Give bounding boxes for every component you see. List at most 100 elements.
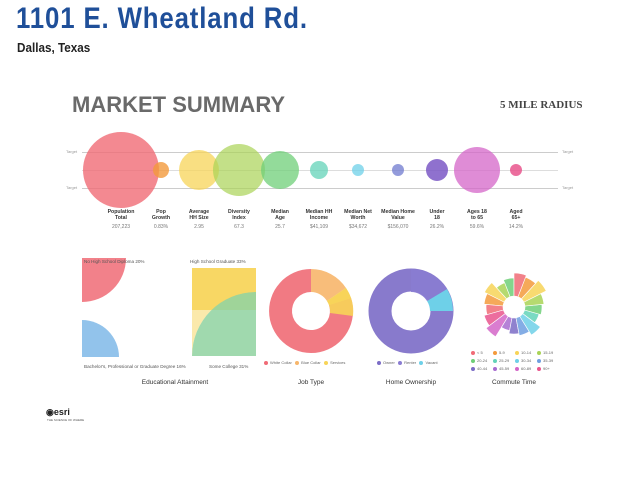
commute-legend-dot-6 [515, 358, 519, 363]
edu-bachelors-shape [82, 320, 119, 357]
commute-segment-3 [523, 293, 545, 307]
bubble-under-18 [426, 159, 448, 181]
commute-segment-6 [519, 313, 541, 336]
bubble-hh-income [310, 161, 328, 179]
commute-legend-item-7: 35-39 [537, 358, 553, 363]
commute-segment-2 [520, 279, 547, 303]
edu-bachelors-label: Bachelor's, Professional or Graduate Deg… [84, 364, 186, 369]
metric-label-2: Average HH Size [188, 209, 210, 221]
commute-legend-dot-1 [493, 350, 497, 355]
target-label-right-top: Target [562, 149, 574, 154]
edu-title: Educational Attainment [141, 379, 209, 386]
commute-legend-item-11: 90+ [537, 366, 550, 371]
home-title: Home Ownership [385, 379, 437, 386]
commute-legend-dot-9 [493, 366, 497, 371]
commute-legend-text-8: 40-44 [477, 366, 488, 371]
commute-legend-item-10: 60-89 [515, 366, 531, 371]
commute-legend-item-2: 10-14 [515, 350, 531, 355]
commute-legend-text-9: 45-59 [499, 366, 510, 371]
bubble-home-value [392, 164, 404, 176]
legend-owner: Owner [383, 360, 395, 365]
commute-legend-dot-4 [471, 358, 475, 363]
metric-value-8: 26.2% [429, 224, 445, 230]
metric-label-4: Median Age [271, 209, 289, 221]
bubble-ages-18-65 [454, 147, 500, 193]
esri-tagline: THE SCIENCE OF WHERE [47, 418, 85, 422]
commute-legend-text-10: 60-89 [521, 366, 532, 371]
legend-dot-vacant [419, 360, 424, 365]
esri-logo-text: esri [53, 407, 70, 417]
market-summary-title: MARKET SUMMARY [72, 92, 286, 117]
bubble-net-worth [352, 164, 364, 176]
legend-white-collar: White Collar [270, 360, 292, 365]
commute-legend-item-3: 15-19 [537, 350, 553, 355]
edu-no-hs-label: No High School Diploma 20% [84, 259, 145, 264]
commute-segment-7 [515, 315, 530, 336]
commute-legend-text-11: 90+ [543, 366, 550, 371]
metric-value-5: $41,109 [309, 224, 329, 230]
metric-label-6: Median Net Worth [344, 209, 372, 221]
commute-legend-dot-3 [537, 350, 541, 355]
edu-no-hs-shape [82, 258, 126, 302]
target-label-left-bottom: Target [66, 185, 78, 190]
metric-value-3: 67.3 [234, 224, 244, 230]
metric-label-0: Population Total [107, 209, 135, 221]
metric-label-9: Ages 18 to 65 [467, 209, 487, 221]
commute-legend-dot-5 [493, 358, 497, 363]
commute-legend-text-0: < 5 [477, 350, 483, 355]
metric-label-8: Under 18 [429, 209, 445, 221]
metric-value-10: 14.2% [508, 224, 524, 230]
bubble-median-age [261, 151, 299, 189]
metric-value-1: 0.83% [153, 224, 169, 230]
commute-legend-text-6: 30-34 [521, 358, 532, 363]
legend-dot-services [324, 360, 329, 365]
commute-legend-text-5: 25-29 [499, 358, 510, 363]
edu-some-college-label: Some College 31% [209, 364, 249, 369]
commute-segment-9 [500, 315, 513, 331]
bubble-population [83, 132, 159, 208]
metric-value-7: $156,070 [387, 224, 409, 230]
bubble-diversity [213, 144, 265, 196]
metric-value-4: 25.7 [275, 224, 285, 230]
legend-dot-renter [398, 360, 403, 365]
edu-hs-grad-label: High School Graduate 33% [190, 259, 246, 264]
commute-legend-item-5: 25-29 [493, 358, 509, 363]
commute-legend-item-6: 30-34 [515, 358, 531, 363]
home-vacant [427, 289, 454, 311]
metric-value-2: 2.95 [194, 224, 204, 230]
job-white-collar [269, 269, 354, 353]
commute-segment-15 [496, 282, 511, 300]
commute-legend-dot-8 [471, 366, 475, 371]
commute-legend-item-4: 20-24 [471, 358, 487, 363]
metric-label-3: Diversity Index [228, 209, 250, 221]
commute-legend-text-1: 5-9 [499, 350, 505, 355]
commute-legend-item-0: < 5 [471, 350, 483, 355]
property-city: Dallas, Texas [17, 40, 91, 55]
commute-segment-12 [485, 304, 504, 316]
metric-value-0: 207,223 [111, 224, 131, 230]
commute-legend-dot-10 [515, 366, 519, 371]
commute-rose [483, 272, 547, 338]
commute-legend-item-9: 45-59 [493, 366, 509, 371]
commute-legend-dot-0 [471, 350, 475, 355]
edu-some-college-shape [192, 292, 256, 356]
legend-blue-collar: Blue Collar [301, 360, 321, 365]
commute-legend-text-3: 15-19 [543, 350, 554, 355]
metric-label-1: Pop Growth [151, 209, 171, 221]
target-label-right-bottom: Target [562, 185, 574, 190]
legend-dot-blue-collar [295, 360, 300, 365]
commute-legend-text-4: 20-24 [477, 358, 488, 363]
edu-hs-grad-top [192, 268, 256, 356]
metric-label-10: Aged 65+ [509, 209, 523, 221]
home-legend: Owner Renter Vacant [377, 360, 438, 365]
job-blue-collar [311, 269, 346, 301]
metric-label-5: Median HH Income [305, 209, 333, 221]
legend-vacant: Vacant [425, 360, 438, 365]
commute-legend-text-2: 10-14 [521, 350, 532, 355]
metric-label-7: Median Home Value [381, 209, 415, 221]
bubble-hh-size [179, 150, 219, 190]
commute-title: Commute Time [491, 379, 537, 386]
commute-segment-13 [483, 293, 505, 307]
commute-legend-item-1: 5-9 [493, 350, 505, 355]
